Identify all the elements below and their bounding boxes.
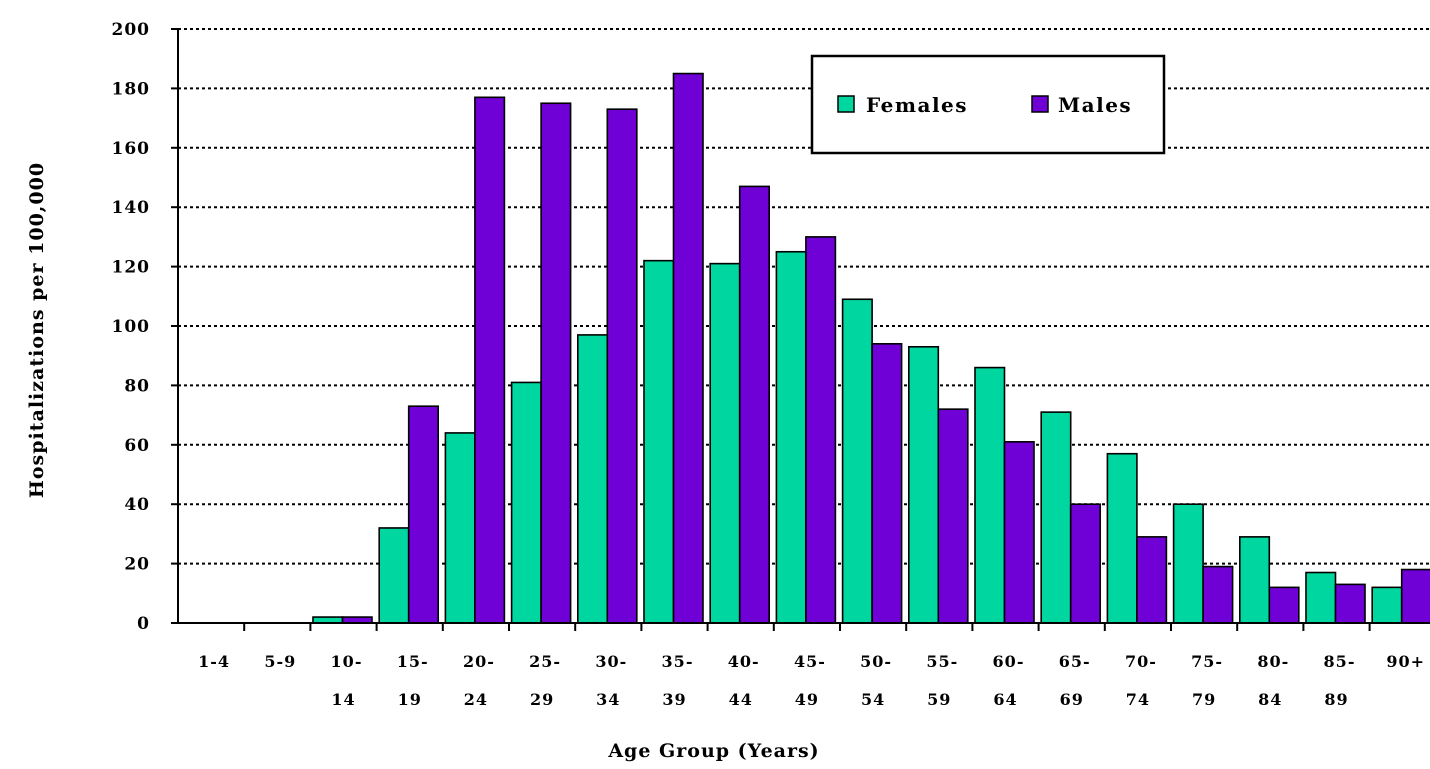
y-tick-label: 180	[112, 79, 151, 99]
x-tick-label-line2: 29	[530, 690, 554, 709]
x-tick-label: 55-	[926, 652, 958, 671]
bar-females-7	[643, 259, 675, 624]
y-tick-label: 140	[112, 198, 151, 218]
x-tick-label-line2: 14	[331, 690, 355, 709]
legend-swatch-males	[1031, 95, 1049, 113]
x-tick-label: 20-	[463, 652, 495, 671]
bar-females-12	[974, 366, 1006, 624]
bar-females-8	[709, 262, 741, 624]
legend: Females Males	[810, 54, 1166, 155]
bar-males-17	[1334, 583, 1366, 624]
x-tick-label-line2: 89	[1324, 690, 1348, 709]
y-tick-label: 200	[112, 20, 151, 40]
bar-males-5	[540, 102, 572, 624]
x-tick-label-line2: 19	[398, 690, 422, 709]
legend-label-males: Males	[1058, 93, 1132, 117]
x-tick-labels: 1-4 5-9 10- 14 15- 19 20- 24 25- 29 30- 34 35- 39 40- 4…	[198, 652, 1425, 709]
x-tick-label: 25-	[529, 652, 561, 671]
x-tick-label: 50-	[860, 652, 892, 671]
bar-females-3	[378, 527, 410, 624]
x-tick-label-line2: 79	[1192, 690, 1216, 709]
bars	[312, 72, 1430, 624]
axes	[171, 28, 1430, 631]
x-tick-label-line2: 49	[795, 690, 819, 709]
bar-males-10	[871, 343, 903, 624]
bar-males-15	[1202, 565, 1234, 624]
x-tick-label: 70-	[1125, 652, 1157, 671]
x-tick-label: 15-	[397, 652, 429, 671]
bar-males-13	[1069, 503, 1101, 624]
bar-females-11	[907, 345, 940, 624]
bar-females-9	[775, 250, 807, 624]
x-tick-label-line2: 69	[1060, 690, 1084, 709]
y-tick-label: 100	[112, 317, 151, 337]
x-tick-label-line2: 84	[1258, 690, 1282, 709]
y-tick-labels: 0 20 40 60 80 100 120 140 160 180 200	[112, 20, 151, 634]
bar-males-6	[606, 108, 638, 624]
x-tick-label: 35-	[662, 652, 694, 671]
x-tick-label-line2: 64	[993, 690, 1017, 709]
y-tick-label: 160	[112, 139, 151, 159]
y-tick-label: 80	[124, 376, 150, 396]
x-tick-label: 40-	[728, 652, 760, 671]
y-tick-label: 0	[137, 614, 150, 634]
legend-label-females: Females	[866, 93, 968, 117]
x-tick-label: 45-	[794, 652, 826, 671]
legend-box	[810, 54, 1166, 155]
x-tick-label-line2: 74	[1126, 690, 1150, 709]
bar-males-8	[738, 185, 771, 624]
bar-females-6	[576, 334, 609, 624]
bar-females-17	[1305, 571, 1337, 624]
x-tick-label: 75-	[1191, 652, 1223, 671]
bar-males-9	[805, 236, 837, 624]
x-tick-label-line2: 24	[464, 690, 488, 709]
x-axis-title: Age Group (Years)	[607, 740, 819, 762]
bar-females-10	[841, 298, 873, 624]
x-tick-label: 85-	[1324, 652, 1356, 671]
x-tick-label-line2: 54	[861, 690, 885, 709]
legend-swatch-females	[837, 95, 855, 113]
x-tick-label: 10-	[331, 652, 363, 671]
x-tick-label-line2: 39	[662, 690, 686, 709]
x-tick-label: 60-	[993, 652, 1025, 671]
y-tick-label: 60	[124, 436, 150, 456]
x-tick-label: 30-	[595, 652, 627, 671]
bar-females-16	[1239, 536, 1271, 624]
x-tick-label-line2: 59	[927, 690, 951, 709]
bar-males-11	[937, 408, 969, 624]
y-tick-label: 20	[124, 555, 150, 575]
bar-males-18	[1400, 568, 1430, 624]
bar-males-16	[1268, 586, 1300, 624]
bar-males-4	[474, 96, 506, 624]
y-tick-label: 120	[112, 258, 151, 278]
bar-females-5	[510, 381, 542, 624]
x-tick-label: 5-9	[264, 652, 296, 671]
x-tick-label: 1-4	[198, 652, 230, 671]
x-tick-label: 90+	[1386, 652, 1425, 671]
bar-females-13	[1040, 411, 1072, 624]
bar-males-3	[407, 405, 440, 624]
bar-females-18	[1371, 586, 1403, 624]
bar-males-14	[1136, 536, 1168, 624]
bar-males-7	[672, 72, 704, 624]
x-tick-label: 65-	[1059, 652, 1091, 671]
x-tick-label: 80-	[1257, 652, 1289, 671]
y-tick-label: 40	[124, 495, 150, 515]
x-tick-label-line2: 44	[729, 690, 753, 709]
bar-females-15	[1172, 503, 1204, 624]
bar-females-4	[444, 432, 476, 624]
x-tick-label-line2: 34	[596, 690, 620, 709]
bar-females-14	[1106, 452, 1138, 624]
bar-males-12	[1003, 441, 1035, 624]
y-axis-title: Hospitalizations per 100,000	[26, 162, 48, 498]
